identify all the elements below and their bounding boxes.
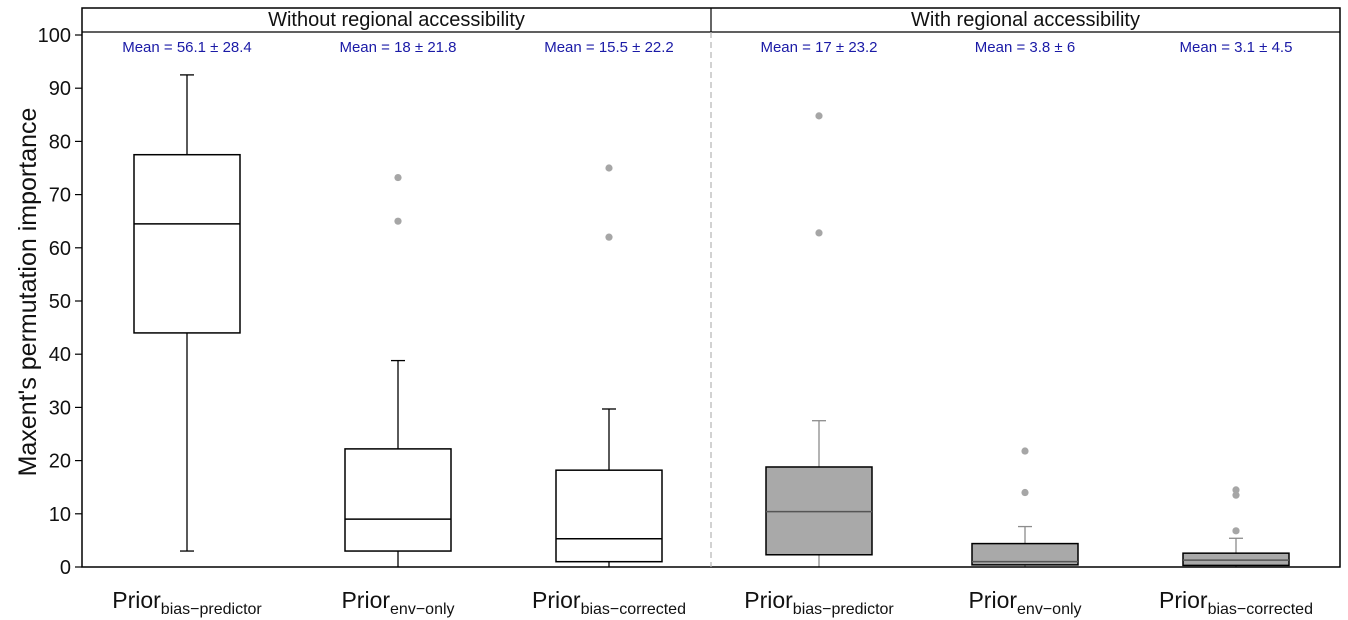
y-axis: 0 10 20 30 40 50 60 70 80 90 100 (38, 25, 82, 579)
mean-label: Mean = 3.8 ± 6 (975, 39, 1075, 56)
category-label-subscript: env−only (1017, 601, 1082, 618)
panel-title: Without regional accessibility (268, 9, 525, 31)
outlier-point (1021, 447, 1029, 455)
mean-label: Mean = 15.5 ± 22.2 (544, 39, 674, 56)
y-tick-label: 90 (49, 78, 71, 100)
box-group (555, 164, 663, 567)
category-label-main: Prior (968, 587, 1017, 613)
y-tick-label: 30 (49, 397, 71, 419)
y-tick-label: 0 (60, 557, 71, 579)
category-label-main: Prior (1159, 587, 1208, 613)
y-tick-label: 60 (49, 238, 71, 260)
mean-label: Mean = 3.1 ± 4.5 (1180, 39, 1293, 56)
box-group (344, 173, 452, 567)
outlier-point (1232, 491, 1240, 499)
y-tick-label: 50 (49, 291, 71, 313)
box-iqr (971, 542, 1079, 566)
box-group (765, 112, 873, 567)
category-label-subscript: bias−predictor (793, 601, 895, 618)
outlier-point (605, 233, 613, 241)
y-tick-label: 100 (38, 25, 71, 47)
box-group (971, 447, 1079, 567)
box-iqr (133, 153, 241, 334)
box-iqr (765, 466, 873, 556)
category-label: Priorenv−only (341, 587, 454, 618)
outlier-point (815, 229, 823, 237)
outlier-point (815, 112, 823, 120)
box-group (1182, 486, 1290, 567)
box-iqr (1182, 552, 1290, 567)
outlier-point (605, 164, 613, 172)
y-axis-label: Maxent's permutation importance (14, 108, 42, 477)
mean-label: Mean = 18 ± 21.8 (339, 39, 456, 56)
category-labels: Mean = 56.1 ± 28.4Priorbias−predictorMea… (112, 39, 1313, 618)
outlier-point (1021, 488, 1029, 497)
category-label-subscript: bias−predictor (161, 601, 263, 618)
category-label-main: Prior (112, 587, 161, 613)
category-label-subscript: env−only (390, 601, 455, 618)
mean-label: Mean = 56.1 ± 28.4 (122, 39, 252, 56)
box-group (133, 74, 241, 552)
box-series (133, 74, 1290, 567)
category-label-main: Prior (744, 587, 793, 613)
category-label: Priorenv−only (968, 587, 1081, 618)
box-iqr (555, 469, 663, 563)
y-tick-label: 10 (49, 504, 71, 526)
outlier-point (1232, 527, 1240, 535)
category-label: Priorbias−corrected (532, 587, 686, 618)
outlier-point (394, 217, 402, 225)
y-tick-label: 40 (49, 344, 71, 366)
y-tick-label: 80 (49, 131, 71, 153)
y-tick-label: 70 (49, 185, 71, 207)
category-label-subscript: bias−corrected (581, 601, 686, 618)
category-label-main: Prior (341, 587, 390, 613)
panel-title: With regional accessibility (911, 9, 1140, 31)
box-iqr (344, 448, 452, 552)
category-label: Priorbias−predictor (744, 587, 894, 618)
mean-label: Mean = 17 ± 23.2 (760, 39, 877, 56)
outlier-point (394, 173, 402, 182)
category-label-subscript: bias−corrected (1208, 601, 1313, 618)
outlier-point (1232, 486, 1240, 494)
y-tick-label: 20 (49, 451, 71, 473)
category-label: Priorbias−predictor (112, 587, 262, 618)
plot-frame: Without regional accessibility With regio… (81, 7, 1341, 568)
category-label: Priorbias−corrected (1159, 587, 1313, 618)
category-label-main: Prior (532, 587, 581, 613)
